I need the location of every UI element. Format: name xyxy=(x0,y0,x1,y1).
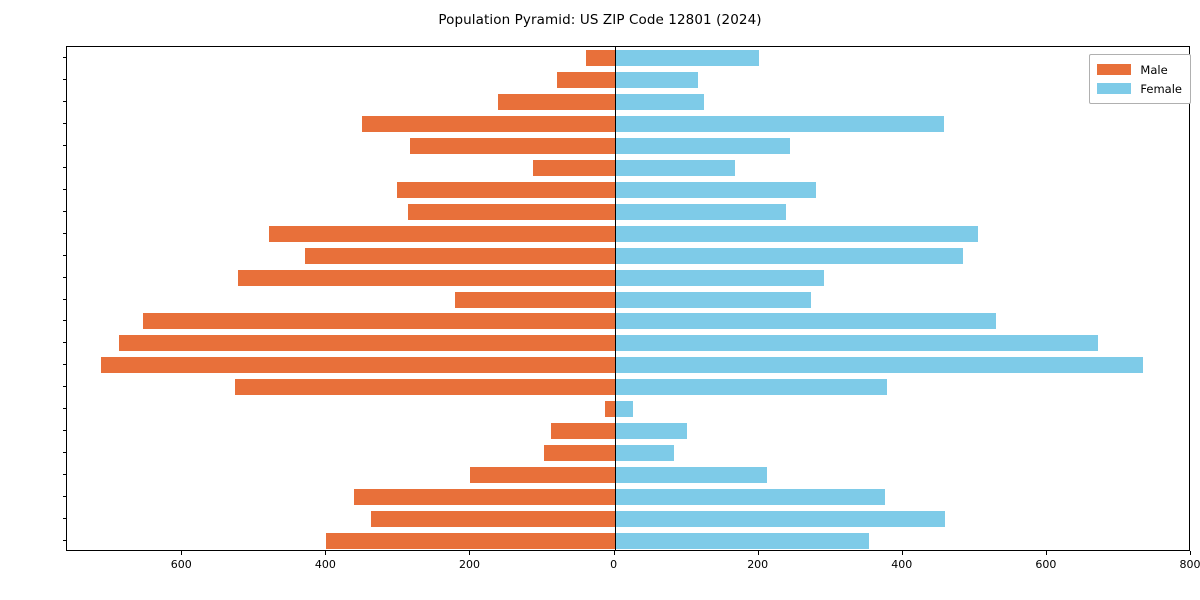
y-tick-mark xyxy=(62,254,66,256)
y-tick-mark xyxy=(62,474,66,476)
bar-male-40-44 xyxy=(454,291,615,308)
legend-label-male: Male xyxy=(1140,62,1168,77)
y-tick-mark xyxy=(62,56,66,58)
y-tick-mark xyxy=(62,78,66,80)
x-tick-mark xyxy=(901,551,903,555)
bar-male-62-64 xyxy=(396,181,615,198)
bar-female-15-17 xyxy=(614,467,768,484)
bar-male-22-24 xyxy=(234,379,615,396)
bar-female-40-44 xyxy=(614,291,811,308)
bar-male-75-79 xyxy=(497,93,615,110)
bar-female-50-54 xyxy=(614,247,964,264)
bar-female-18-19 xyxy=(614,445,675,462)
x-tick-mark xyxy=(1190,551,1191,555)
bar-female-25-29 xyxy=(614,357,1143,374)
x-tick-mark xyxy=(757,551,759,555)
bar-male-under-5 xyxy=(326,533,615,550)
x-tick-label-600: 600 xyxy=(170,558,192,571)
y-tick-mark xyxy=(62,188,66,190)
bar-male-60-61 xyxy=(407,203,615,220)
bar-female-10-14 xyxy=(614,489,886,506)
x-tick-label-400: 400 xyxy=(891,558,913,571)
x-tick-label-0: 0 xyxy=(610,558,618,571)
bar-male-30-34 xyxy=(118,335,615,352)
x-tick-mark xyxy=(181,551,183,555)
bar-female-55-59 xyxy=(614,225,978,242)
y-tick-mark xyxy=(62,518,66,520)
chart-title: Population Pyramid: US ZIP Code 12801 (2… xyxy=(438,12,762,28)
y-tick-mark xyxy=(62,298,66,300)
bar-male-25-29 xyxy=(100,357,615,374)
bar-male-35-39 xyxy=(143,313,615,330)
legend-item-female[interactable]: Female xyxy=(1097,79,1182,98)
x-tick-mark xyxy=(325,551,327,555)
bar-male-80-84 xyxy=(556,71,615,88)
bar-female-80-84 xyxy=(614,71,699,88)
bar-male-20 xyxy=(551,423,615,440)
bar-female-62-64 xyxy=(614,181,816,198)
x-tick-label-800: 800 xyxy=(1179,558,1200,571)
y-tick-mark xyxy=(62,166,66,168)
y-tick-mark xyxy=(62,320,66,322)
bar-male-21 xyxy=(605,401,615,418)
bar-female-75-79 xyxy=(614,93,704,110)
y-tick-mark xyxy=(62,452,66,454)
zero-axis-line xyxy=(614,47,616,550)
bar-male-70-74 xyxy=(361,115,615,132)
bar-female-20 xyxy=(614,423,687,440)
x-tick-label-600: 600 xyxy=(1035,558,1057,571)
bar-female-65-66 xyxy=(614,159,735,176)
bar-female-85+ xyxy=(614,49,760,66)
y-tick-mark xyxy=(62,364,66,366)
bar-male-18-19 xyxy=(543,445,615,462)
y-tick-mark xyxy=(62,276,66,278)
x-tick-label-400: 400 xyxy=(314,558,336,571)
legend-item-male[interactable]: Male xyxy=(1097,60,1182,79)
y-tick-mark xyxy=(62,232,66,234)
bar-female-5-9 xyxy=(614,511,946,528)
y-tick-mark xyxy=(62,342,66,344)
bar-female-22-24 xyxy=(614,379,887,396)
y-tick-mark xyxy=(62,122,66,124)
bar-female-60-61 xyxy=(614,203,787,220)
bar-male-67-69 xyxy=(409,137,615,154)
bar-female-67-69 xyxy=(614,137,790,154)
y-tick-mark xyxy=(62,540,66,542)
legend-swatch-male xyxy=(1097,64,1132,75)
y-tick-mark xyxy=(62,100,66,102)
plot-area xyxy=(66,46,1190,551)
legend-swatch-female xyxy=(1097,83,1132,94)
bar-female-35-39 xyxy=(614,313,996,330)
y-tick-mark xyxy=(62,386,66,388)
y-tick-mark xyxy=(62,496,66,498)
y-tick-mark xyxy=(62,210,66,212)
x-tick-mark xyxy=(1045,551,1047,555)
bar-male-15-17 xyxy=(469,467,615,484)
bar-male-45-49 xyxy=(237,269,615,286)
bar-male-65-66 xyxy=(533,159,615,176)
bar-male-50-54 xyxy=(304,247,615,264)
x-tick-mark xyxy=(469,551,471,555)
bar-male-85+ xyxy=(585,49,615,66)
bar-female-under-5 xyxy=(614,533,869,550)
chart-legend: Male Female xyxy=(1089,54,1191,104)
y-tick-mark xyxy=(62,408,66,410)
bar-male-5-9 xyxy=(371,511,615,528)
y-tick-mark xyxy=(62,430,66,432)
bar-female-70-74 xyxy=(614,115,944,132)
y-tick-mark xyxy=(62,144,66,146)
legend-label-female: Female xyxy=(1140,81,1182,96)
x-tick-mark xyxy=(613,551,615,555)
bar-male-10-14 xyxy=(353,489,615,506)
bar-female-30-34 xyxy=(614,335,1099,352)
bar-female-21 xyxy=(614,401,634,418)
bar-female-45-49 xyxy=(614,269,824,286)
x-tick-label-200: 200 xyxy=(747,558,769,571)
bar-male-55-59 xyxy=(268,225,615,242)
x-tick-label-200: 200 xyxy=(458,558,480,571)
